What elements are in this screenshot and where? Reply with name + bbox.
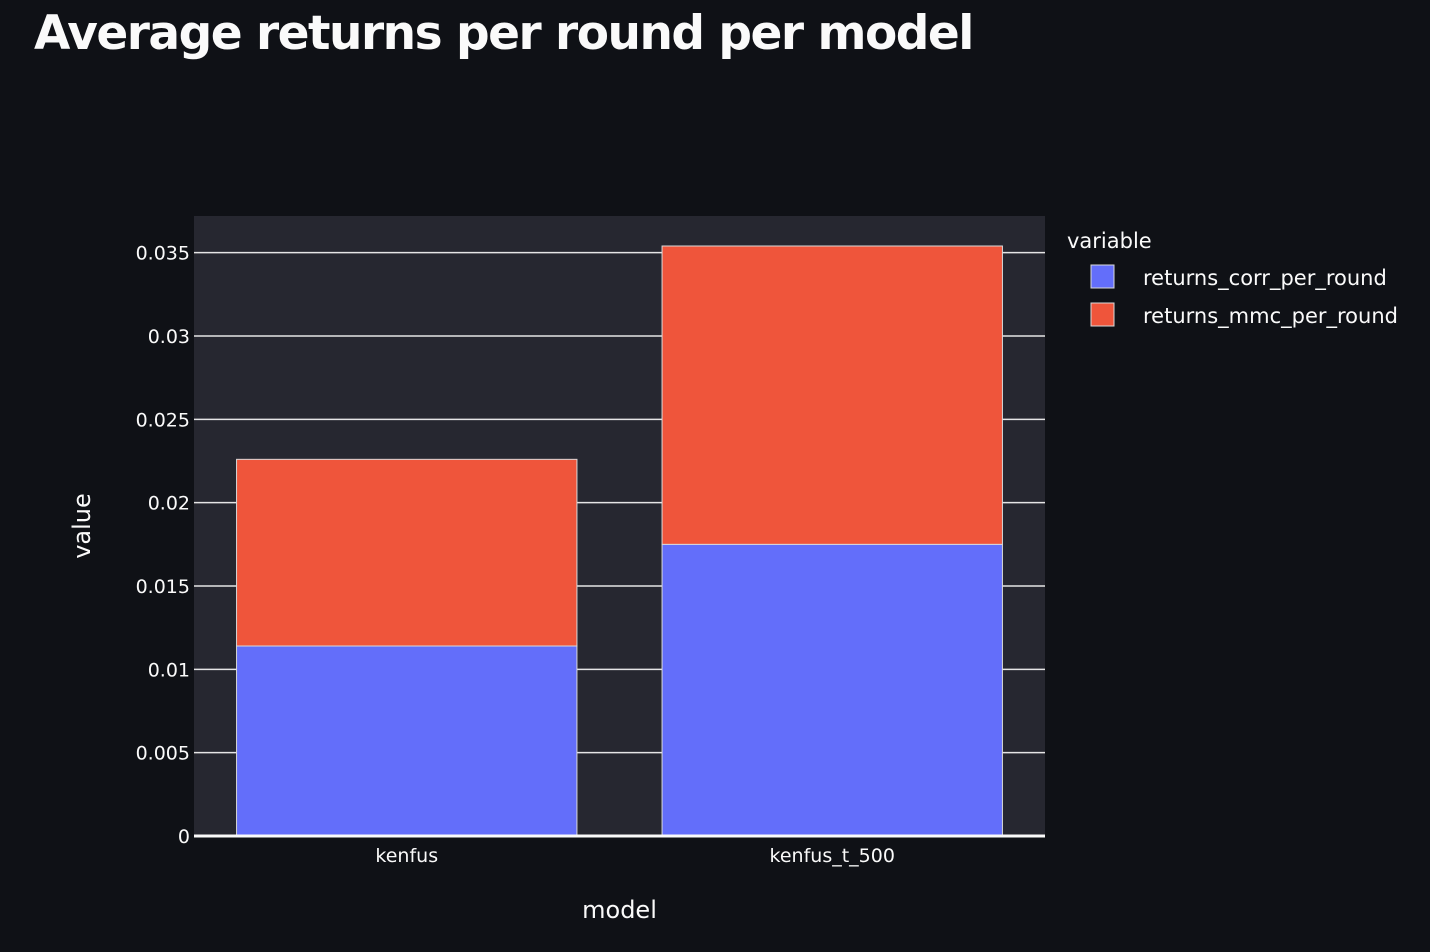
x-tick-labels: kenfus kenfus_t_500 — [375, 845, 895, 867]
y-tick-label: 0 — [178, 826, 190, 848]
legend-title: variable — [1067, 229, 1152, 253]
legend-items[interactable]: returns_corr_per_round returns_mmc_per_ro… — [1090, 264, 1398, 329]
bar-segment-returns_corr_per_round-kenfus_t_500[interactable] — [661, 543, 1003, 837]
legend-label: returns_corr_per_round — [1143, 266, 1387, 291]
page-title: Average returns per round per model — [34, 6, 974, 61]
x-tick-label: kenfus_t_500 — [770, 845, 895, 867]
y-tick-label: 0.015 — [136, 576, 190, 598]
legend-label: returns_mmc_per_round — [1143, 304, 1398, 329]
y-tick-label: 0.025 — [136, 409, 190, 431]
y-tick-label: 0.02 — [148, 493, 190, 515]
y-tick-label: 0.01 — [148, 659, 190, 681]
bar-segment-returns_mmc_per_round-kenfus[interactable] — [236, 458, 578, 647]
y-tick-label: 0.035 — [136, 243, 190, 265]
legend-item-returns_corr_per_round[interactable]: returns_corr_per_round — [1090, 264, 1387, 291]
legend-item-returns_mmc_per_round[interactable]: returns_mmc_per_round — [1090, 302, 1398, 329]
bars — [236, 245, 1003, 837]
y-tick-label: 0.03 — [148, 326, 190, 348]
x-axis-title: model — [582, 896, 657, 924]
legend-swatch — [1090, 264, 1115, 289]
y-tick-label: 0.005 — [136, 743, 190, 765]
x-tick-label: kenfus — [375, 845, 438, 867]
legend-swatch — [1090, 302, 1115, 327]
bar-segment-returns_mmc_per_round-kenfus_t_500[interactable] — [661, 245, 1003, 545]
bar-segment-returns_corr_per_round-kenfus[interactable] — [236, 645, 578, 837]
y-tick-labels: 0 0.005 0.01 0.015 0.02 0.025 0.03 0.035 — [136, 243, 190, 848]
y-axis-title: value — [68, 493, 96, 559]
legend[interactable]: variable returns_corr_per_round returns_m… — [1067, 229, 1398, 329]
